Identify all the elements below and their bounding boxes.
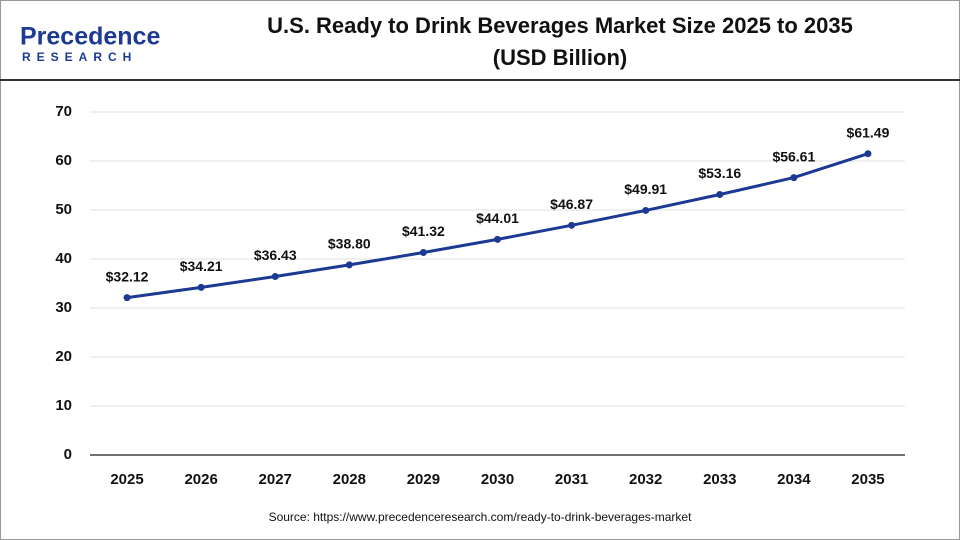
point — [790, 174, 798, 182]
x-tick-label: 2034 — [777, 471, 811, 488]
value-label: $41.32 — [402, 223, 445, 239]
point — [568, 221, 576, 229]
x-tick-label: 2033 — [703, 471, 736, 488]
y-tick-label: 50 — [55, 201, 72, 218]
point — [642, 206, 650, 214]
point — [716, 191, 724, 199]
value-label: $53.16 — [698, 165, 741, 181]
x-tick-label: 2031 — [555, 471, 588, 488]
value-label: $56.61 — [772, 148, 815, 164]
value-label: $61.49 — [847, 124, 890, 140]
chart-subtitle: (USD Billion) — [493, 45, 627, 70]
y-tick-label: 10 — [55, 397, 72, 414]
y-tick-label: 40 — [55, 250, 72, 267]
point — [419, 249, 427, 257]
point — [271, 272, 279, 280]
x-tick-label: 2035 — [851, 471, 884, 488]
x-tick-label: 2029 — [407, 471, 440, 488]
point — [197, 283, 205, 291]
value-label: $36.43 — [254, 247, 297, 263]
logo-tagline: RESEARCH — [22, 50, 137, 64]
x-tick-label: 2025 — [110, 471, 143, 488]
value-label: $44.01 — [476, 210, 519, 226]
value-label: $38.80 — [328, 236, 371, 252]
y-tick-label: 30 — [55, 299, 72, 316]
point — [123, 294, 131, 302]
x-tick-label: 2032 — [629, 471, 662, 488]
chart-title: U.S. Ready to Drink Beverages Market Siz… — [267, 13, 853, 38]
x-tick-label: 2030 — [481, 471, 514, 488]
point — [864, 150, 872, 158]
logo-name: Precedence — [20, 23, 160, 51]
value-label: $32.12 — [106, 268, 149, 284]
point — [494, 235, 501, 243]
source: Source: https://www.precedenceresearch.c… — [269, 510, 693, 524]
value-label: $46.87 — [550, 196, 593, 212]
x-tick-label: 2027 — [259, 471, 292, 488]
x-tick-label: 2026 — [184, 471, 217, 488]
y-tick-label: 70 — [55, 103, 72, 120]
x-tick-label: 2028 — [333, 471, 366, 488]
y-tick-label: 20 — [55, 348, 72, 365]
value-label: $34.21 — [180, 258, 223, 274]
y-tick-label: 0 — [64, 446, 72, 463]
point — [345, 261, 353, 269]
value-label: $49.91 — [624, 181, 667, 197]
y-tick-label: 60 — [55, 152, 72, 169]
